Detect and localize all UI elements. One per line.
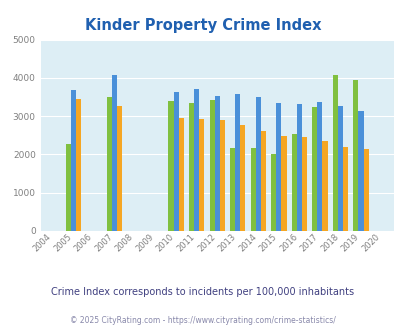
Text: © 2025 CityRating.com - https://www.cityrating.com/crime-statistics/: © 2025 CityRating.com - https://www.city… — [70, 315, 335, 325]
Bar — [219, 120, 224, 231]
Bar — [188, 103, 194, 231]
Bar — [117, 106, 122, 231]
Bar — [250, 148, 255, 231]
Bar — [194, 89, 199, 231]
Bar — [168, 101, 173, 231]
Bar — [107, 97, 112, 231]
Bar — [362, 149, 368, 231]
Bar — [178, 118, 183, 231]
Bar — [173, 92, 178, 231]
Bar — [337, 106, 342, 231]
Bar — [271, 154, 275, 231]
Bar — [260, 131, 265, 231]
Bar — [112, 75, 117, 231]
Bar — [230, 148, 234, 231]
Bar — [332, 75, 337, 231]
Bar — [76, 99, 81, 231]
Bar — [275, 103, 281, 231]
Bar — [342, 147, 347, 231]
Bar — [291, 134, 296, 231]
Bar — [199, 119, 204, 231]
Bar — [209, 100, 214, 231]
Bar — [240, 125, 245, 231]
Bar — [214, 96, 219, 231]
Bar — [322, 141, 327, 231]
Bar — [281, 136, 286, 231]
Bar — [296, 104, 301, 231]
Text: Crime Index corresponds to incidents per 100,000 inhabitants: Crime Index corresponds to incidents per… — [51, 287, 354, 297]
Bar — [352, 80, 358, 231]
Text: Kinder Property Crime Index: Kinder Property Crime Index — [85, 18, 320, 33]
Bar — [71, 90, 76, 231]
Bar — [301, 137, 306, 231]
Bar — [317, 102, 322, 231]
Bar — [358, 111, 362, 231]
Bar — [66, 144, 71, 231]
Bar — [234, 94, 240, 231]
Bar — [255, 97, 260, 231]
Bar — [311, 107, 317, 231]
